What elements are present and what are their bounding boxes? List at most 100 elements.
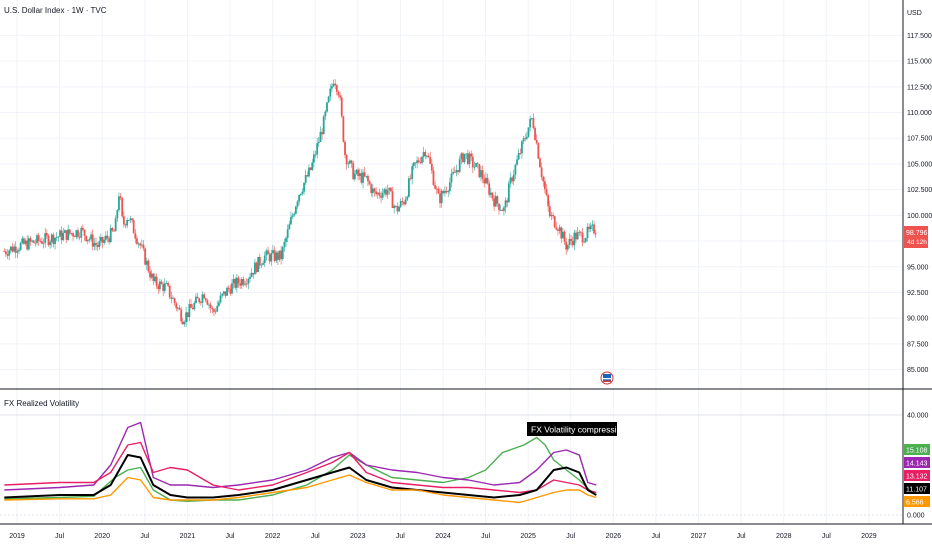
candle-body [262,263,265,265]
candle-body [62,232,65,241]
candle-body [452,171,455,174]
time-tick-label: Jul [55,533,64,540]
candle-body [134,233,137,239]
candle-body [347,163,350,165]
candle-body [32,240,35,243]
candle-body [408,178,410,197]
candle-body [298,194,301,202]
candle-body [570,238,572,241]
candle-body [463,153,466,163]
candle-body [250,272,253,277]
candle-body [100,236,102,242]
annotation-text: FX Volatility compressing: [531,425,628,435]
candle-body [136,238,138,244]
event-flag-icon[interactable] [600,371,614,385]
candle-body [578,231,581,233]
time-tick-label: Jul [140,533,149,540]
candle-body [470,153,473,157]
candle-body [573,232,576,246]
symbol-title[interactable]: U.S. Dollar Index · 1W · TVC [4,6,107,15]
candle-body [245,283,248,285]
vol-series-line [4,474,597,504]
candle-body [563,231,566,242]
candle-body [499,209,502,211]
vol-value-label: 13.132 [906,474,928,481]
last-price-label: 98.796 [906,230,928,237]
candle-body [173,298,176,304]
candle-body [481,170,484,179]
candle-body [521,141,523,154]
vol-value-badge [904,496,930,507]
time-tick-label: Jul [737,533,746,540]
candle-body [31,240,34,242]
candle-body [537,143,540,159]
candle-body [209,304,212,309]
candle-body [137,243,140,245]
candle-body [16,251,19,253]
indicator-title[interactable]: FX Realized Volatility [4,399,80,408]
candle-body [177,307,179,309]
candle-body [150,273,153,278]
candle-body [543,181,546,190]
price-tick-label: 90.000 [907,316,929,323]
candle-body [334,83,337,86]
candle-body [516,159,518,165]
candle-body [367,175,369,182]
candle-body [507,183,510,203]
candle-body [511,177,514,182]
candle-body [158,281,161,290]
candle-body [360,173,363,183]
candle-body [27,238,30,250]
vol-tick-label: 0.000 [907,513,925,520]
candle-body [116,210,119,219]
candle-body [476,163,479,165]
volatility-lines [4,421,597,504]
candle-body [42,242,45,244]
candle-body [144,248,147,265]
vol-value-badge [904,470,930,481]
candle-body [491,192,494,199]
candle-body [75,230,78,238]
candle-body [362,172,364,183]
candle-body [327,96,330,103]
candle-body [208,304,210,306]
candle-body [280,250,283,259]
time-axis[interactable]: 2019 Jul 2020 Jul 2021 Jul 2022 Jul 2023 Jul 2024 J… [9,533,877,540]
candle-body [542,176,545,182]
candle-body [545,189,548,195]
price-tick-label: 100.000 [907,213,932,220]
candle-body [132,220,135,234]
candle-body [444,190,446,194]
candle-body [409,178,412,180]
candle-body [385,189,387,195]
candle-body [368,181,371,185]
candle-body [65,230,68,240]
candle-body [314,154,317,156]
candle-body [434,185,437,189]
currency-label[interactable]: USD [907,10,922,17]
candle-body [206,300,209,305]
volatility-axis[interactable]: 40.000 0.000 [907,413,929,520]
candle-body [142,244,145,249]
vol-series-line [4,441,597,494]
candle-body [406,196,409,200]
time-tick-label: 2019 [9,533,25,540]
candle-body [165,283,168,284]
candle-body [496,196,499,204]
candle-body [439,193,441,204]
vol-value-label: 6.566 [906,500,924,507]
candle-body [583,241,586,243]
candle-body [263,255,266,264]
candle-body [103,239,106,243]
candle-body [311,162,314,170]
candle-body [509,177,512,184]
candle-body [473,166,476,168]
vol-series-line [4,421,597,491]
candle-body [122,216,125,225]
candle-body [440,190,443,204]
candle-body [576,232,579,240]
time-tick-label: Jul [311,533,320,540]
candle-body [435,188,438,190]
candle-body [268,254,271,262]
